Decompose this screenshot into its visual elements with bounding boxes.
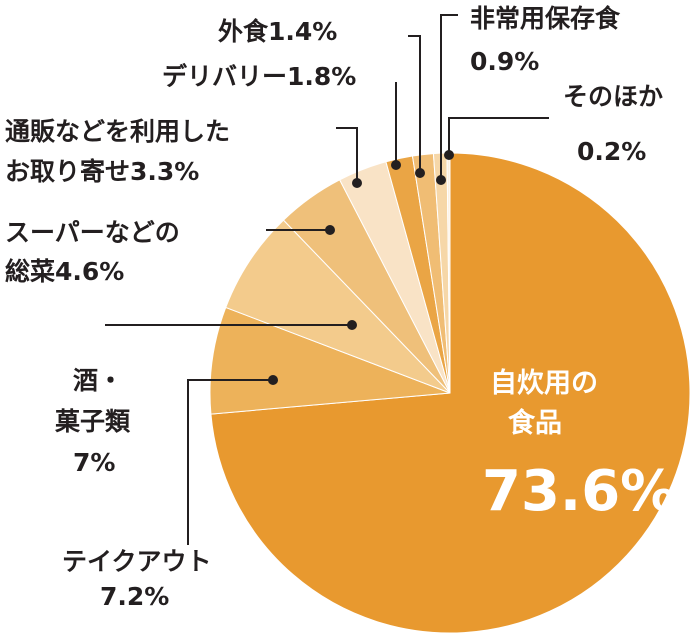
leader-dot-6 (415, 168, 425, 178)
label-5-line-0: デリバリー1.8% (162, 62, 356, 91)
leader-dot-3 (325, 225, 335, 235)
label-3-line-0: スーパーなどの (5, 218, 180, 247)
leader-lines (105, 14, 549, 545)
label-8-line-1: 0.2% (577, 137, 646, 166)
leader-line-4 (336, 127, 358, 183)
label-4-line-1: お取り寄せ3.3% (5, 157, 199, 186)
leader-dot-1 (268, 375, 278, 385)
slice-2 (225, 219, 451, 394)
label-0-line-1: 食品 (508, 407, 562, 439)
label-2-line-2: 7% (73, 448, 115, 477)
label-7-line-1: 0.9% (470, 47, 539, 76)
label-4-line-0: 通販などを利用した (5, 117, 230, 146)
leader-line-6 (408, 35, 421, 173)
label-7-line-0: 非常用保存食 (470, 4, 621, 33)
leader-line-8 (448, 117, 549, 155)
leader-dot-5 (391, 160, 401, 170)
leader-line-1 (187, 379, 273, 545)
leader-dot-2 (347, 320, 357, 330)
leader-dot-8 (444, 150, 454, 160)
slice-1 (209, 306, 451, 415)
label-2-line-0: 酒・ (73, 366, 123, 395)
pie-slices (209, 152, 691, 634)
label-2-line-1: 菓子類 (54, 407, 131, 436)
label-6-line-0: 外食1.4% (218, 17, 337, 46)
label-8-line-0: そのほか (563, 82, 663, 111)
leader-line-7 (440, 14, 458, 180)
label-3-line-1: 総菜4.6% (5, 257, 124, 286)
value-label-0: 73.6% (482, 459, 676, 524)
leader-dot-7 (436, 175, 446, 185)
label-1-line-0: テイクアウト (62, 547, 212, 576)
label-0-line-0: 自炊用の (490, 367, 598, 399)
leader-dot-4 (352, 178, 362, 188)
label-1-line-1: 7.2% (100, 582, 169, 611)
